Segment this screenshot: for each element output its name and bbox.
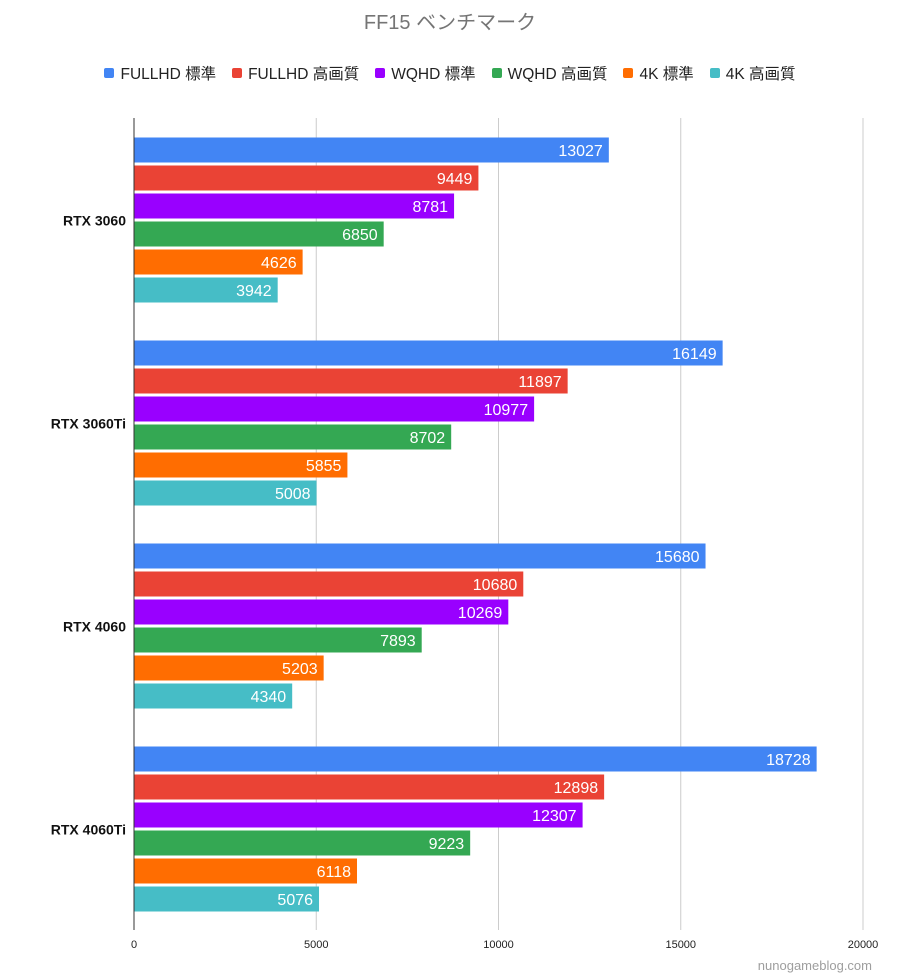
watermark: nunogameblog.com (757, 958, 872, 973)
data-label: 10269 (458, 605, 503, 622)
data-label: 10977 (484, 402, 529, 419)
legend-label: WQHD 高画質 (507, 66, 608, 83)
bar (134, 424, 452, 450)
bar (134, 396, 535, 422)
legend-swatch (709, 68, 720, 78)
bar (134, 221, 384, 247)
bar (134, 165, 479, 191)
data-label: 8781 (412, 199, 448, 216)
bar (134, 627, 422, 653)
legend-label: 4K 高画質 (725, 66, 796, 83)
category-label: RTX 3060 (63, 213, 126, 229)
data-label: 16149 (672, 346, 717, 363)
bar (134, 886, 320, 912)
data-label: 5076 (277, 892, 313, 909)
data-label: 11897 (518, 374, 561, 391)
bar (134, 452, 348, 478)
legend-item[interactable]: WQHD 標準 (375, 62, 476, 84)
data-label: 8702 (410, 430, 446, 447)
data-label: 5855 (306, 458, 342, 475)
legend: FULLHD 標準 FULLHD 高画質 WQHD 標準 WQHD 高画質 4K 標準 4… (0, 62, 900, 84)
data-label: 10680 (473, 577, 518, 594)
data-label: 7893 (380, 633, 416, 650)
bar (134, 683, 293, 709)
legend-label: 4K 標準 (639, 66, 694, 83)
bar (134, 340, 723, 366)
legend-label: WQHD 標準 (391, 66, 476, 83)
legend-item[interactable]: WQHD 高画質 (491, 62, 608, 84)
bar (134, 543, 706, 569)
data-label: 9449 (437, 171, 473, 188)
data-label: 6118 (317, 864, 352, 881)
bar (134, 746, 817, 772)
data-label: 18728 (766, 752, 811, 769)
x-tick-label: 20000 (848, 939, 879, 951)
data-label: 12307 (532, 808, 577, 825)
x-tick-label: 15000 (665, 939, 696, 951)
bar (134, 571, 524, 597)
bar (134, 599, 509, 625)
chart-title: FF15 ベンチマーク (363, 12, 537, 34)
data-label: 5008 (275, 486, 311, 503)
data-label: 6850 (342, 227, 378, 244)
data-label: 12898 (554, 780, 599, 797)
bar (134, 368, 568, 394)
category-label: RTX 4060Ti (51, 822, 126, 838)
legend-label: FULLHD 高画質 (248, 66, 360, 83)
bar (134, 655, 324, 681)
legend-swatch (623, 68, 634, 78)
bar (134, 802, 583, 828)
data-label: 4340 (251, 689, 287, 706)
legend-item[interactable]: 4K 高画質 (709, 62, 796, 84)
category-label: RTX 4060 (63, 619, 126, 635)
bar (134, 193, 455, 219)
legend-swatch (491, 68, 502, 78)
legend-swatch (232, 68, 243, 78)
bar (134, 480, 317, 506)
legend-label: FULLHD 標準 (120, 66, 217, 83)
legend-item[interactable]: FULLHD 標準 (104, 62, 216, 84)
bar (134, 277, 278, 303)
data-label: 9223 (429, 836, 465, 853)
bar (134, 858, 358, 884)
data-label: 5203 (282, 661, 318, 678)
data-label: 3942 (236, 283, 272, 300)
legend-item[interactable]: 4K 標準 (623, 62, 694, 84)
x-tick-label: 10000 (483, 939, 514, 951)
x-tick-label: 5000 (304, 939, 328, 951)
data-label: 13027 (558, 143, 603, 160)
x-tick-label: 0 (131, 939, 137, 951)
legend-swatch (104, 68, 115, 78)
bar (134, 137, 609, 163)
data-label: 4626 (261, 255, 297, 272)
bar (134, 830, 471, 856)
bar (134, 249, 303, 275)
data-label: 15680 (655, 549, 700, 566)
category-label: RTX 3060Ti (51, 416, 126, 432)
legend-swatch (375, 68, 386, 78)
bar (134, 774, 605, 800)
legend-item[interactable]: FULLHD 高画質 (232, 62, 359, 84)
